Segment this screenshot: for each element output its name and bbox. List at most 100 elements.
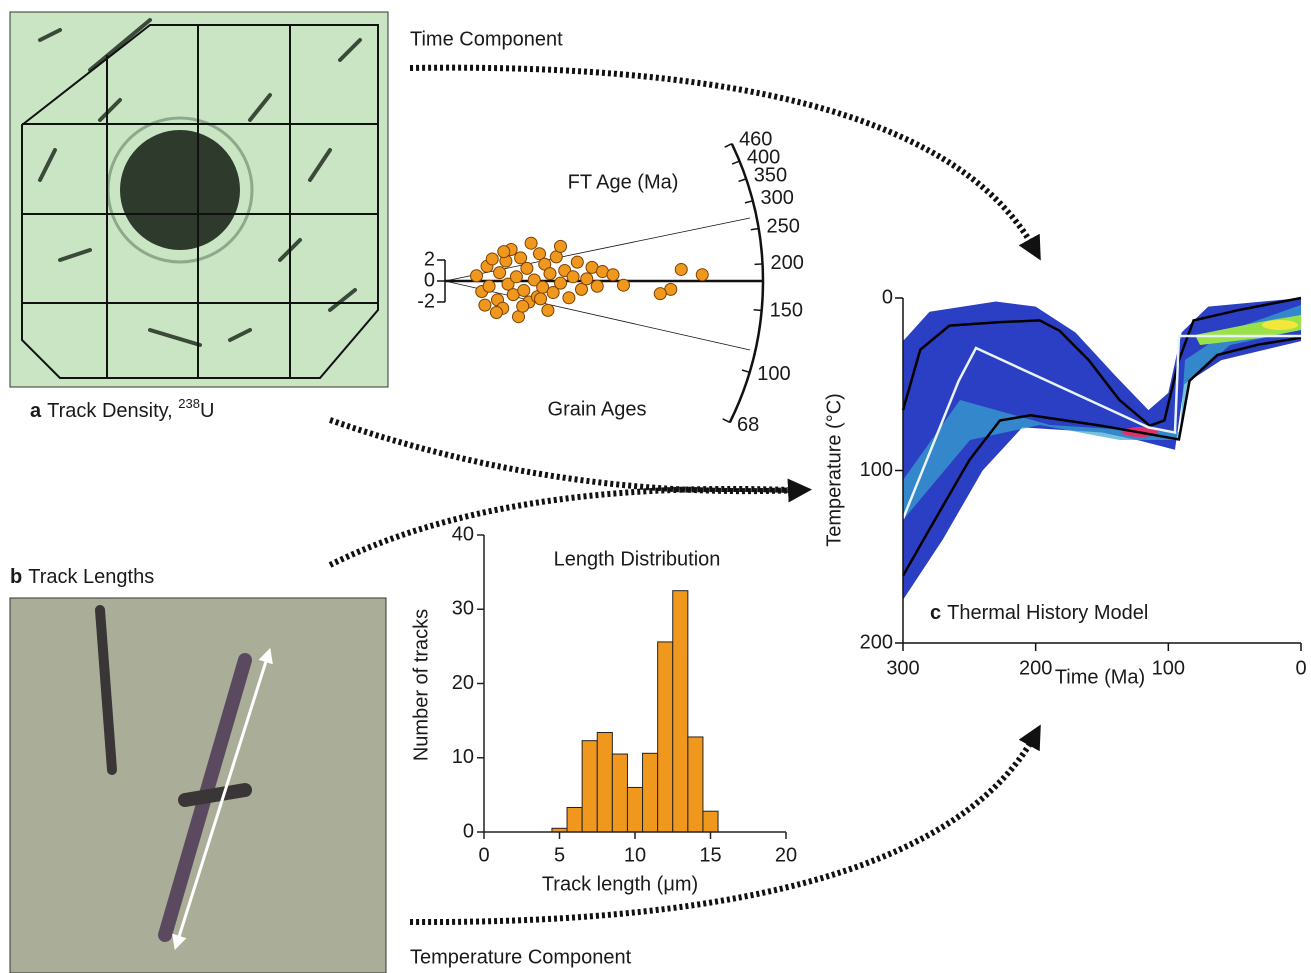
grain-age-point [486,253,498,265]
grain-age-point [483,280,495,292]
y-tick-label: 10 [452,746,474,768]
grain-age-point [518,284,530,296]
caption: U [200,400,214,422]
bar [688,737,703,832]
panel-letter: c [930,602,941,624]
y-tick-label: -2 [417,290,435,312]
annotation-text: Thermal History Model [947,602,1148,624]
x-tick-label: 10 [624,844,646,866]
bar [597,733,612,832]
grain-age-point [542,304,554,316]
y-tick-label: 30 [452,598,474,620]
y-tick-label: 20 [452,672,474,694]
arrow [410,735,1035,922]
photo-track-lengths [10,598,386,973]
y-tick-label: 100 [860,459,893,481]
arc-tick-label: 300 [760,187,793,209]
panel-letter: b [10,566,22,588]
bar [567,807,582,832]
thermal-envelope [903,298,1301,600]
arc-tick-label: 150 [770,299,803,321]
grain-age-point [525,237,537,249]
arc-tick [742,370,750,372]
grain-age-point [555,277,567,289]
arc-tick [725,144,732,147]
x-tick-label: 200 [1019,657,1052,679]
grain-age-point [494,267,506,279]
caption: Track Density, [47,400,178,422]
x-axis-label: Track length (μm) [542,873,698,895]
grain-age-point [696,269,708,281]
time-component-label: Time Component [410,28,563,50]
figure: aTrack Density, 238U b Track Lengths Time… [0,0,1311,973]
arc-tick [745,201,753,203]
grain-age-point [618,279,630,291]
y-tick-label: 40 [452,523,474,545]
bar [643,753,658,832]
grain-age-point [571,256,583,268]
y-axis-label: Number of tracks [410,609,432,761]
bar [612,754,627,832]
grain-age-point [591,280,603,292]
grain-age-point [498,246,510,258]
arc-tick [732,161,739,164]
arc-tick-label: 68 [737,414,759,436]
grain-age-point [490,307,502,319]
grain-age-point [581,273,593,285]
chart-title: Length Distribution [554,548,721,570]
photo-track-density [10,12,388,387]
arc-tick [754,310,762,311]
panel-letter: a [30,400,42,422]
bar [673,591,688,832]
grain-age-point [607,269,619,281]
arc-tick-label: 460 [739,129,772,151]
temperature-component-label: Temperature Component [410,946,632,968]
x-axis-label: Time (Ma) [1055,666,1145,688]
y-tick-label: 2 [424,248,435,270]
bar [582,741,597,832]
annotation: c Thermal History Model [930,602,1148,624]
arc-tick [723,419,730,423]
grain-age-point [521,262,533,274]
arc-tick [751,228,759,229]
bar [658,642,673,832]
envelope-area [903,298,1301,600]
grain-age-point [567,271,579,283]
x-tick-label: 100 [1152,657,1185,679]
x-tick-label: 5 [554,844,565,866]
grain-age-point [675,263,687,275]
y-tick-label: 0 [882,286,893,308]
grain-age-point [510,271,522,283]
grain-age-point [471,270,483,282]
grain-age-point [517,300,529,312]
chart-title: FT Age (Ma) [568,171,679,193]
x-tick-label: 20 [775,844,797,866]
grain-age-point [535,293,547,305]
panel-b-caption: b Track Lengths [10,566,154,588]
y-tick-label: 0 [424,269,435,291]
x-tick-label: 300 [886,657,919,679]
arc-tick [739,179,747,182]
x-tick-label: 15 [699,844,721,866]
y-tick-label: 200 [860,631,893,653]
arc-tick-label: 100 [757,363,790,385]
y-tick-label: 0 [463,820,474,842]
grain-age-point [563,292,575,304]
arc-tick-label: 200 [771,252,804,274]
arrow [330,420,800,491]
bar [703,811,718,832]
x-tick-label: 0 [478,844,489,866]
caption: Track Lengths [28,566,154,588]
grain-age-point [654,288,666,300]
superscript: 238 [178,396,200,411]
grain-age-point [515,252,527,264]
arrow [410,68,1035,250]
bar [627,787,642,832]
grain-age-point [544,268,556,280]
annotation: Grain Ages [548,398,647,420]
arc-tick-label: 250 [767,215,800,237]
grain-age-point [479,299,491,311]
y-axis-label: Temperature (°C) [823,393,845,547]
x-tick-label: 0 [1295,657,1306,679]
